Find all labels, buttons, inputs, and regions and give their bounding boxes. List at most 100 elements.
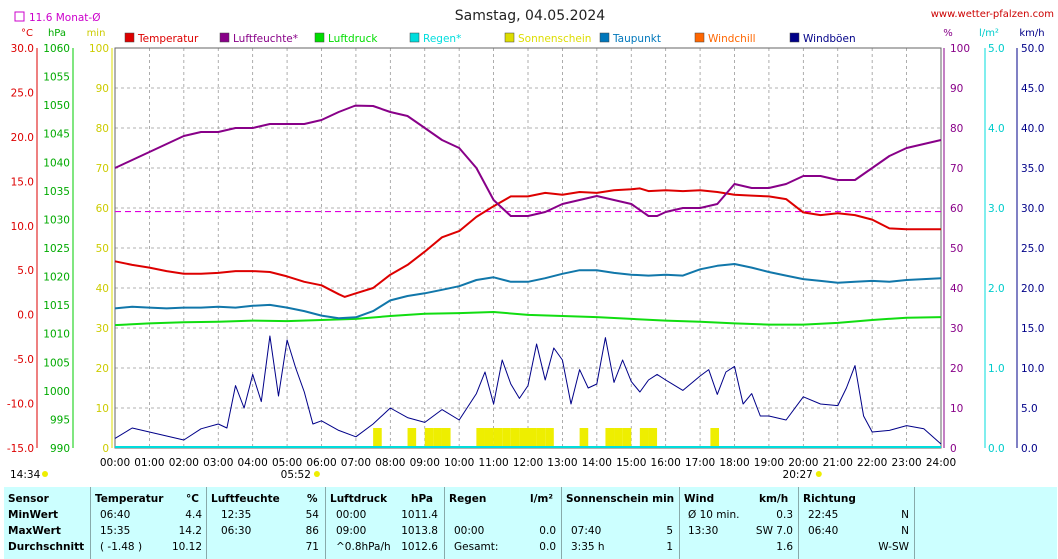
min-tick: 30 bbox=[96, 323, 109, 335]
temp-value: 4.4 bbox=[185, 509, 202, 521]
time-tick: 08:00 bbox=[375, 457, 405, 469]
legend-swatch-7 bbox=[789, 32, 800, 43]
time-tick: 07:00 bbox=[341, 457, 371, 469]
timestamp-label: 14:34 bbox=[10, 469, 41, 481]
time-tick: 18:00 bbox=[719, 457, 749, 469]
temp-tick: 0.0 bbox=[17, 310, 34, 322]
time-tick: 11:00 bbox=[478, 457, 508, 469]
legend-swatch-2 bbox=[314, 32, 325, 43]
sunshine-bars bbox=[373, 428, 720, 448]
wind-tick: 5.0 bbox=[1021, 403, 1038, 415]
left-unit-1: hPa bbox=[48, 28, 66, 39]
temp-tick: 10.0 bbox=[11, 221, 34, 233]
hpa-tick: 1005 bbox=[43, 357, 70, 369]
sunshine-bar bbox=[476, 428, 485, 448]
hpa-tick: 1035 bbox=[43, 186, 70, 198]
col-unit-wind: km/h bbox=[759, 493, 789, 505]
direction-value: N bbox=[901, 525, 909, 537]
sunshine-bar bbox=[605, 428, 615, 448]
pressure-time: 09:00 bbox=[336, 525, 367, 537]
legend-swatch-0 bbox=[124, 32, 135, 43]
time-axis: 00:00 01:00 02:00 03:00 04:00 05:00 06:00 07:00… bbox=[10, 457, 956, 481]
legend-swatch-1 bbox=[219, 32, 230, 43]
col-header-pressure: Luftdruck bbox=[330, 493, 388, 505]
wind-tick: 25.0 bbox=[1021, 243, 1044, 255]
wind-tick: 0.0 bbox=[1021, 443, 1038, 455]
direction-value: N bbox=[901, 509, 909, 521]
time-tick: 00:00 bbox=[100, 457, 130, 469]
temp-time: 15:35 bbox=[100, 525, 131, 537]
sunshine-bar bbox=[493, 428, 503, 448]
legend-swatch-3 bbox=[409, 32, 420, 43]
min-tick: 40 bbox=[96, 283, 109, 295]
sunshine-bar bbox=[648, 428, 658, 448]
rain-value: 0.0 bbox=[539, 525, 556, 537]
legend-label-0: Temperatur bbox=[137, 33, 199, 45]
rain-tick: 2.0 bbox=[988, 283, 1005, 295]
direction-time: 06:40 bbox=[808, 525, 839, 537]
series-luftfeuchte bbox=[114, 104, 942, 217]
time-tick: 02:00 bbox=[169, 457, 199, 469]
col-header-humidity: Luftfeuchte bbox=[211, 493, 280, 505]
temp-tick: 15.0 bbox=[11, 176, 34, 188]
source-link[interactable]: www.wetter-pfalzen.com bbox=[931, 9, 1054, 20]
axis-units: °C hPa min% l/m² km/h bbox=[21, 28, 1045, 39]
sunshine-bar bbox=[510, 428, 520, 448]
col-header-wind: Wind bbox=[684, 493, 715, 505]
rain-time: Gesamt: bbox=[454, 541, 499, 553]
hpa-tick: 1015 bbox=[43, 300, 70, 312]
wind-tick: 10.0 bbox=[1021, 363, 1044, 375]
legend-label-6: Windchill bbox=[708, 33, 756, 45]
weather-chart: Samstag, 04.05.2024 www.wetter-pfalzen.c… bbox=[7, 8, 1054, 481]
rain-tick: 5.0 bbox=[988, 43, 1005, 55]
row-label: Durchschnitt bbox=[8, 541, 85, 553]
hpa-tick: 1000 bbox=[43, 386, 70, 398]
wind-tick: 40.0 bbox=[1021, 123, 1044, 135]
time-tick: 09:00 bbox=[410, 457, 440, 469]
pct-tick: 40 bbox=[950, 283, 963, 295]
temp-tick: 30.0 bbox=[11, 43, 34, 55]
monthly-avg-label: 11.6 Monat-Ø bbox=[29, 12, 100, 24]
right-unit-2: km/h bbox=[1019, 28, 1044, 39]
time-tick: 23:00 bbox=[891, 457, 921, 469]
hpa-tick: 1020 bbox=[43, 272, 70, 284]
pressure-value: 1011.4 bbox=[401, 509, 438, 521]
temp-time: 06:40 bbox=[100, 509, 131, 521]
sunshine-bar bbox=[528, 428, 537, 448]
sunshine-bar bbox=[484, 428, 494, 448]
pct-tick: 80 bbox=[950, 123, 963, 135]
monthly-avg-marker-icon bbox=[14, 11, 25, 22]
hpa-tick: 1010 bbox=[43, 329, 70, 341]
rain-time: 00:00 bbox=[454, 525, 485, 537]
time-tick: 05:00 bbox=[272, 457, 302, 469]
time-tick: 06:00 bbox=[306, 457, 336, 469]
pressure-time: 00:00 bbox=[336, 509, 367, 521]
grid bbox=[114, 47, 942, 449]
rain-value: 0.0 bbox=[539, 541, 556, 553]
hpa-tick: 1050 bbox=[43, 100, 70, 112]
legend-swatch-5 bbox=[599, 32, 610, 43]
sunrise-icon bbox=[313, 471, 320, 477]
sunshine-bar bbox=[579, 428, 589, 448]
sunshine-bar bbox=[614, 428, 623, 448]
legend-label-7: Windböen bbox=[803, 33, 856, 45]
wind-tick: 15.0 bbox=[1021, 323, 1044, 335]
wind-tick: 30.0 bbox=[1021, 203, 1044, 215]
wind-time: Ø 10 min. bbox=[688, 509, 740, 521]
temp-tick: 25.0 bbox=[11, 87, 34, 99]
series-lines bbox=[114, 104, 942, 448]
wind-tick: 45.0 bbox=[1021, 83, 1044, 95]
pct-tick: 100 bbox=[950, 43, 970, 55]
time-tick: 21:00 bbox=[823, 457, 853, 469]
chart-title: Samstag, 04.05.2024 bbox=[455, 8, 606, 24]
time-tick: 20:00 bbox=[788, 457, 818, 469]
pct-tick: 50 bbox=[950, 243, 963, 255]
right-unit-0: % bbox=[943, 28, 953, 39]
col-unit-pressure: hPa bbox=[411, 493, 433, 505]
time-tick: 01:00 bbox=[134, 457, 164, 469]
hpa-tick: 1060 bbox=[43, 43, 70, 55]
legend: Temperatur Luftfeuchte* Luftdruck Regen* Son… bbox=[124, 32, 856, 45]
col-unit-humidity: % bbox=[307, 493, 318, 505]
pressure-time: ^0.8hPa/h bbox=[336, 541, 391, 553]
pressure-value: 1012.6 bbox=[401, 541, 438, 553]
